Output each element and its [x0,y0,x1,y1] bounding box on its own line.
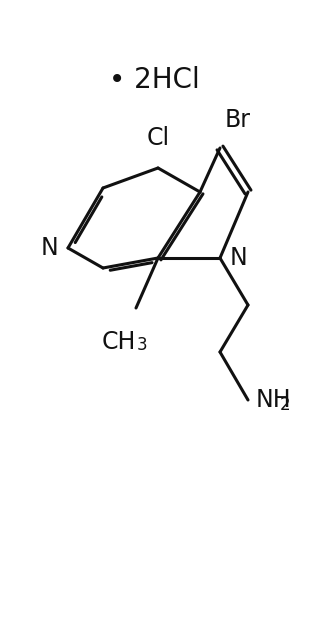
Text: CH: CH [102,330,136,354]
Text: N: N [230,246,248,270]
Text: • 2HCl: • 2HCl [109,66,199,94]
Text: 2: 2 [280,396,291,414]
Text: N: N [40,236,58,260]
Text: Br: Br [225,108,251,132]
Text: Cl: Cl [146,126,170,150]
Text: NH: NH [256,388,292,412]
Text: 3: 3 [137,336,148,354]
